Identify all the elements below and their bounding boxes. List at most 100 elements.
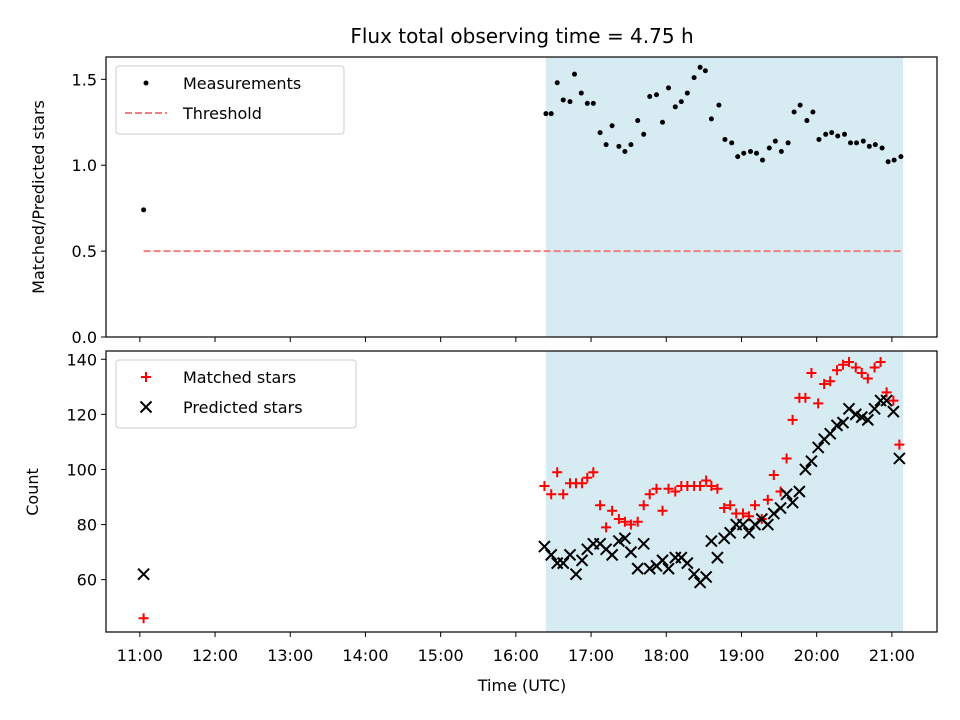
predicted-star-point: [793, 485, 806, 498]
measurement-point: [647, 94, 653, 100]
matched-star-point: [577, 478, 588, 489]
x-axis-label: Time (UTC): [477, 676, 566, 695]
matched-star-point: [819, 379, 830, 390]
matched-star-point: [582, 472, 593, 483]
matched-star-point: [695, 480, 706, 491]
measurement-point: [729, 140, 735, 146]
measurement-point: [872, 142, 878, 148]
measurement-point: [616, 143, 622, 149]
measurement-point: [666, 85, 672, 91]
legend-marker-matched: [141, 372, 151, 382]
bottom-y-tick-label: 120: [66, 405, 97, 424]
measurement-point: [578, 90, 584, 96]
measurement-point: [754, 150, 760, 156]
matched-star-point: [762, 494, 773, 505]
bottom-series-predicted-stars: [137, 394, 906, 589]
measurement-point: [708, 116, 714, 122]
measurement-point: [835, 133, 841, 139]
top-y-axis-label: Matched/Predicted stars: [29, 100, 48, 294]
measurement-point: [548, 111, 554, 117]
legend-label: Matched stars: [183, 368, 296, 387]
matched-star-point: [701, 475, 712, 486]
matched-star-point: [844, 357, 855, 368]
measurement-point: [603, 142, 609, 148]
bottom-y-tick-label: 60: [77, 571, 97, 590]
matched-star-point: [625, 519, 636, 530]
matched-star-point: [750, 500, 761, 511]
matched-star-point: [552, 467, 563, 478]
measurement-point: [141, 207, 147, 213]
matched-star-point: [644, 489, 655, 500]
matched-star-point: [888, 395, 899, 406]
matched-star-point: [869, 362, 880, 373]
predicted-star-point: [656, 554, 669, 567]
measurement-point: [885, 159, 891, 165]
matched-star-point: [539, 480, 550, 491]
predicted-star-point: [624, 545, 638, 559]
predicted-star-point: [662, 562, 675, 575]
x-tick-label: 14:00: [342, 646, 388, 665]
legend-box: [115, 359, 357, 429]
matched-star-point: [725, 500, 736, 511]
x-tick-label: 18:00: [643, 646, 689, 665]
matched-star-point: [712, 483, 723, 494]
predicted-star-point: [569, 567, 583, 581]
measurement-point: [702, 68, 708, 74]
matched-star-point: [806, 368, 817, 379]
measurement-point: [829, 130, 835, 136]
x-tick-label: 15:00: [418, 646, 464, 665]
matched-star-point: [850, 362, 861, 373]
bottom-y-tick-label: 80: [77, 516, 97, 535]
measurement-point: [816, 136, 822, 142]
matched-star-point: [875, 357, 886, 368]
bottom-y-tick-label: 100: [66, 460, 97, 479]
legend-label: Predicted stars: [183, 398, 303, 417]
matched-star-point: [138, 613, 149, 624]
predicted-star-point: [836, 416, 850, 429]
bottom-axes-frame: [105, 350, 938, 633]
matched-star-point: [719, 503, 730, 514]
top-y-tick-label: 0.0: [72, 328, 97, 347]
predicted-star-point: [780, 488, 793, 501]
measurement-point: [697, 64, 703, 70]
measurement-point: [823, 131, 829, 137]
predicted-star-point: [736, 518, 750, 531]
matched-star-point: [670, 486, 681, 497]
predicted-star-point: [799, 463, 812, 476]
matched-star-point: [787, 414, 798, 425]
measurement-point: [778, 148, 784, 154]
measurement-point: [722, 136, 728, 142]
measurement-point: [653, 92, 659, 98]
measurement-point: [760, 157, 766, 163]
x-axis: 11:00 12:00 13:00 14:00 15:00 16:00 17:00 18:00…: [117, 646, 915, 665]
matched-star-point: [706, 480, 717, 491]
measurement-point: [609, 123, 615, 129]
top-observing-span: [545, 57, 904, 337]
predicted-star-point: [137, 567, 150, 581]
chart-title: Flux total observing time = 4.75 h: [350, 24, 693, 48]
matched-star-point: [781, 453, 792, 464]
measurement-point: [628, 142, 634, 148]
predicted-star-point: [637, 537, 650, 551]
measurement-point: [572, 71, 578, 77]
predicted-star-point: [699, 570, 713, 584]
measurement-point: [590, 100, 596, 106]
top-panel-ratio: 0.0 0.5 1.0 1.5 Measurements Threshold: [72, 56, 938, 347]
measurement-point: [797, 102, 803, 108]
measurement-point: [766, 145, 772, 151]
top-axes-frame: [105, 56, 938, 338]
measurement-point: [716, 102, 722, 108]
bottom-observing-span: [545, 351, 904, 632]
predicted-star-point: [681, 556, 694, 570]
legend-marker-measurements: [143, 80, 149, 86]
predicted-star-point: [880, 394, 893, 407]
matched-star-point: [768, 469, 779, 480]
measurement-point: [860, 138, 866, 144]
matched-star-point: [613, 514, 624, 525]
measurement-point: [543, 111, 549, 117]
measurement-point: [678, 99, 684, 105]
measurement-point: [741, 150, 747, 156]
measurement-point: [597, 130, 603, 136]
matched-star-point: [737, 508, 748, 519]
predicted-star-point: [544, 548, 558, 562]
